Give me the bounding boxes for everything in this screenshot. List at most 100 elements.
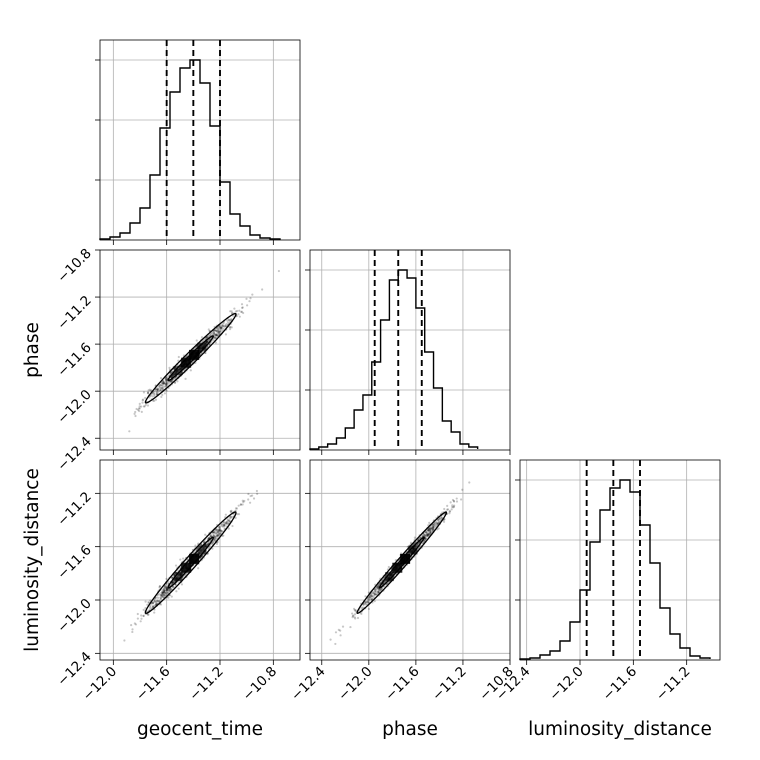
scatter-point [131, 628, 134, 631]
scatter-point [169, 380, 172, 383]
scatter-point [225, 520, 228, 523]
scatter-point [164, 593, 167, 597]
scatter-point [427, 532, 430, 535]
scatter-point [168, 588, 171, 592]
scatter-point [239, 503, 243, 506]
scatter-point [230, 310, 233, 313]
scatter-point [215, 532, 218, 535]
scatter-point [141, 401, 144, 404]
scatter-point [246, 304, 249, 307]
scatter-point [165, 389, 168, 392]
scatter-point [212, 331, 215, 335]
scatter-point [156, 388, 159, 391]
scatter-point [170, 380, 173, 384]
scatter-point [370, 594, 373, 597]
contour-1sigma [378, 536, 425, 589]
scatter-point [217, 525, 220, 529]
scatter-point [184, 573, 187, 577]
scatter-point [221, 523, 224, 526]
scatter-point [163, 585, 166, 588]
scatter-point [155, 391, 159, 394]
scatter-point [153, 394, 156, 398]
scatter-point [377, 590, 380, 594]
histogram-step-line [99, 59, 281, 240]
scatter-point [206, 537, 210, 540]
scatter-point [165, 587, 168, 590]
scatter-point [207, 339, 210, 342]
scatter-point [205, 340, 208, 344]
scatter-point [228, 326, 231, 329]
scatter-point [152, 605, 155, 608]
scatter-point [216, 327, 219, 330]
scatter-point [157, 390, 160, 393]
scatter-point [217, 328, 220, 331]
scatter-point [241, 306, 244, 309]
scatter-point [163, 382, 167, 385]
scatter-point [169, 379, 172, 383]
scatter-point [248, 300, 251, 303]
y-tick-label: −11.2 [54, 489, 95, 530]
y-axis-label-luminosity-distance: luminosity_distance [22, 468, 43, 652]
scatter-point [159, 389, 162, 392]
scatter-point [211, 541, 214, 544]
scatter-point [163, 586, 166, 589]
scatter-point [431, 526, 434, 529]
scatter-point [159, 603, 163, 606]
scatter-point [377, 584, 380, 587]
scatter-point [431, 528, 435, 531]
scatter-point [224, 324, 227, 327]
scatter-point [215, 329, 218, 332]
scatter-point [153, 392, 156, 395]
scatter-point [377, 591, 380, 595]
scatter-point [222, 534, 225, 537]
scatter-point [374, 588, 378, 592]
scatter-point [216, 534, 219, 537]
scatter-point [209, 534, 213, 537]
scatter-point [162, 385, 165, 388]
scatter-point [216, 335, 219, 338]
scatter-point [133, 412, 136, 415]
scatter-point [159, 597, 163, 600]
scatter-point [218, 332, 221, 335]
scatter-point [248, 501, 252, 504]
scatter-point [166, 590, 169, 593]
scatter-point [421, 534, 424, 537]
scatter-point [226, 518, 229, 521]
scatter-point [449, 501, 452, 504]
scatter-point [213, 535, 216, 538]
scatter-point [179, 558, 182, 561]
scatter-point [172, 580, 175, 583]
scatter-point [217, 529, 220, 532]
scatter-point [214, 532, 217, 535]
density-cell [181, 357, 192, 368]
scatter-point [378, 583, 381, 586]
scatter-point [240, 303, 244, 306]
scatter-point [214, 334, 217, 337]
scatter-point [234, 516, 237, 519]
scatter-point [167, 596, 170, 599]
scatter-point [136, 617, 139, 620]
scatter-point [176, 380, 179, 383]
scatter-point [362, 603, 365, 606]
panel-frame [99, 459, 301, 661]
scatter-point [165, 589, 168, 592]
scatter-point [438, 517, 442, 521]
scatter-point [164, 384, 167, 387]
y-tick-label: −12.0 [54, 596, 95, 637]
histogram-panel-luminosity-distance [515, 459, 721, 661]
scatter-point [208, 334, 211, 337]
scatter-point [352, 607, 356, 610]
scatter-point [162, 589, 165, 592]
scatter-point [216, 332, 219, 335]
scatter-point [233, 307, 236, 310]
scatter-point [142, 608, 145, 611]
scatter-point [436, 522, 440, 525]
scatter-point [234, 509, 237, 512]
scatter-point [215, 535, 218, 538]
scatter-point [201, 554, 204, 557]
scatter-point [174, 564, 178, 567]
scatter-point [432, 526, 435, 529]
scatter-point [229, 326, 232, 329]
scatter-point [220, 328, 223, 331]
scatter-point [251, 293, 254, 296]
